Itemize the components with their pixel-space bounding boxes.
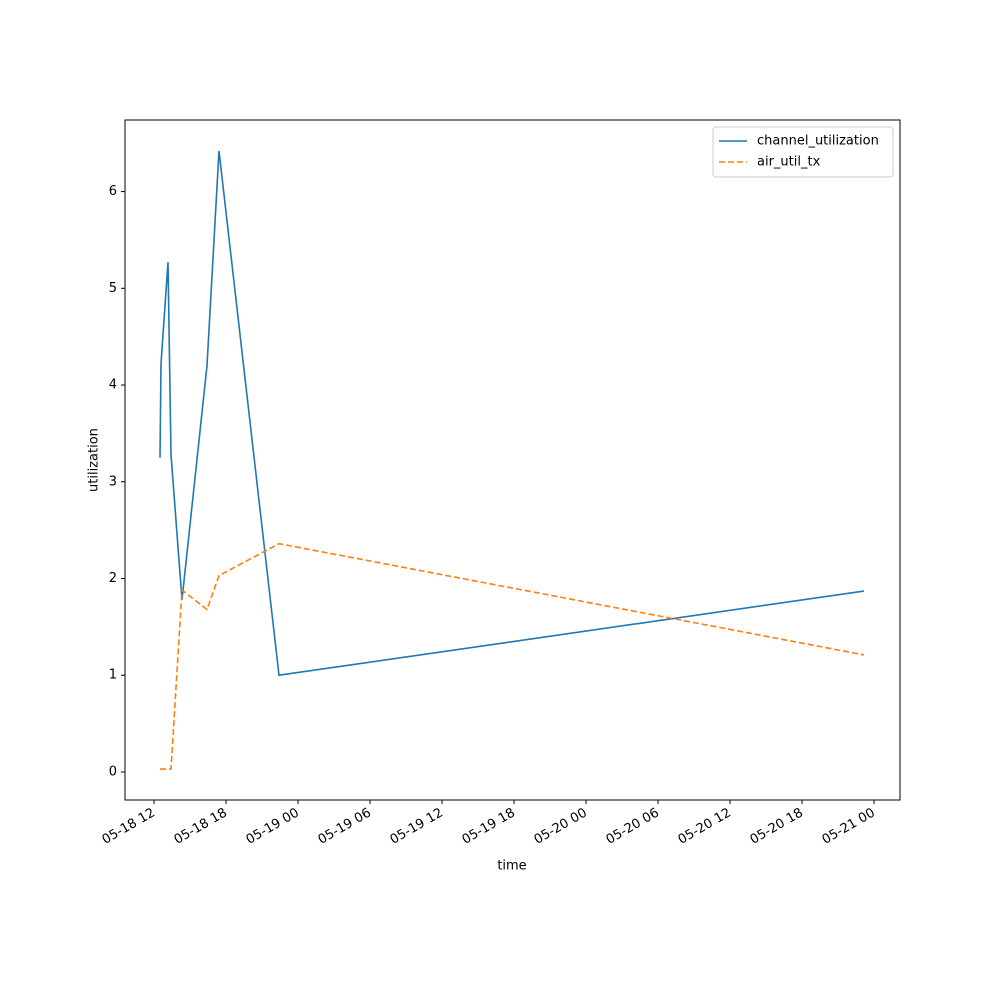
legend-label: channel_utilization <box>757 134 879 149</box>
x-tick-label: 05-18 12 <box>100 806 158 848</box>
y-tick-label: 5 <box>109 281 117 296</box>
x-tick-label: 05-19 12 <box>388 806 446 848</box>
x-tick-label: 05-20 12 <box>676 806 734 848</box>
x-tick-label: 05-19 00 <box>244 806 302 848</box>
plot-frame <box>124 119 901 801</box>
legend-box <box>712 126 894 178</box>
y-axis-label: utilization <box>87 428 102 492</box>
series-line <box>160 542 865 770</box>
legend-label: air_util_tx <box>757 155 821 170</box>
y-tick-label: 3 <box>109 474 117 489</box>
x-tick-label: 05-21 00 <box>820 806 878 848</box>
x-tick-label: 05-20 06 <box>604 806 662 848</box>
x-tick-label: 05-19 18 <box>460 806 518 848</box>
x-tick-label: 05-20 00 <box>532 806 590 848</box>
y-tick-label: 4 <box>109 378 117 393</box>
y-tick-label: 0 <box>109 764 117 779</box>
x-tick-label: 05-20 18 <box>748 806 806 848</box>
x-tick-label: 05-19 06 <box>316 806 374 848</box>
y-tick-label: 1 <box>109 668 117 683</box>
x-tick-label: 05-18 18 <box>172 806 230 848</box>
y-tick-label: 2 <box>109 571 117 586</box>
series-line <box>159 150 865 677</box>
x-axis-label: time <box>497 859 526 874</box>
y-tick-label: 6 <box>109 184 117 199</box>
